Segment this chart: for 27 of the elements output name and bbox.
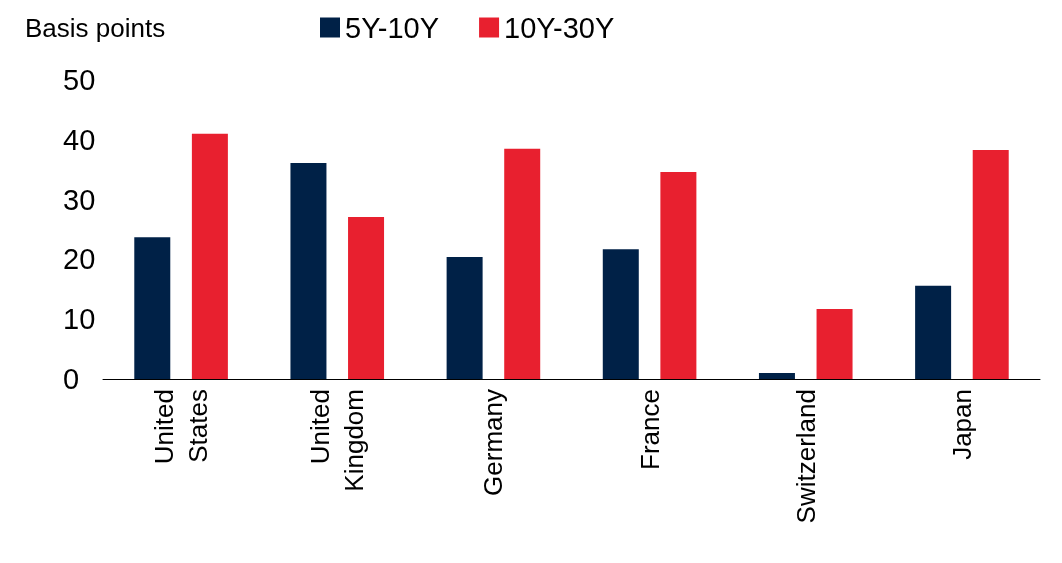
y-tick-label: 10: [63, 303, 96, 336]
bar: [972, 149, 1009, 379]
bar: [134, 237, 171, 379]
y-tick-label: 50: [63, 64, 96, 96]
y-tick-label: 20: [63, 243, 96, 276]
legend-label: 10Y-30Y: [504, 11, 615, 44]
y-tick-label: 0: [63, 363, 80, 395]
legend-label: 5Y-10Y: [345, 11, 440, 44]
x-tick-label: United Kingdom: [305, 389, 370, 492]
bar: [348, 216, 385, 379]
bar: [504, 148, 541, 379]
x-tick-label: Japan: [946, 389, 977, 460]
y-tick-label: 40: [63, 123, 96, 156]
y-tick-label: 30: [63, 183, 96, 216]
x-tick-label: Switzerland: [790, 389, 821, 524]
bar: [660, 172, 697, 379]
bar: [191, 133, 228, 379]
bar: [446, 257, 483, 379]
bar: [602, 249, 639, 379]
x-tick-label: United States: [149, 389, 214, 465]
bar: [915, 285, 952, 379]
bar: [758, 373, 795, 379]
x-tick-label: Germany: [478, 389, 509, 496]
bar: [816, 309, 853, 379]
x-tick-label: France: [634, 389, 665, 470]
bar: [290, 163, 327, 379]
y-axis-title: Basis points: [25, 13, 166, 43]
